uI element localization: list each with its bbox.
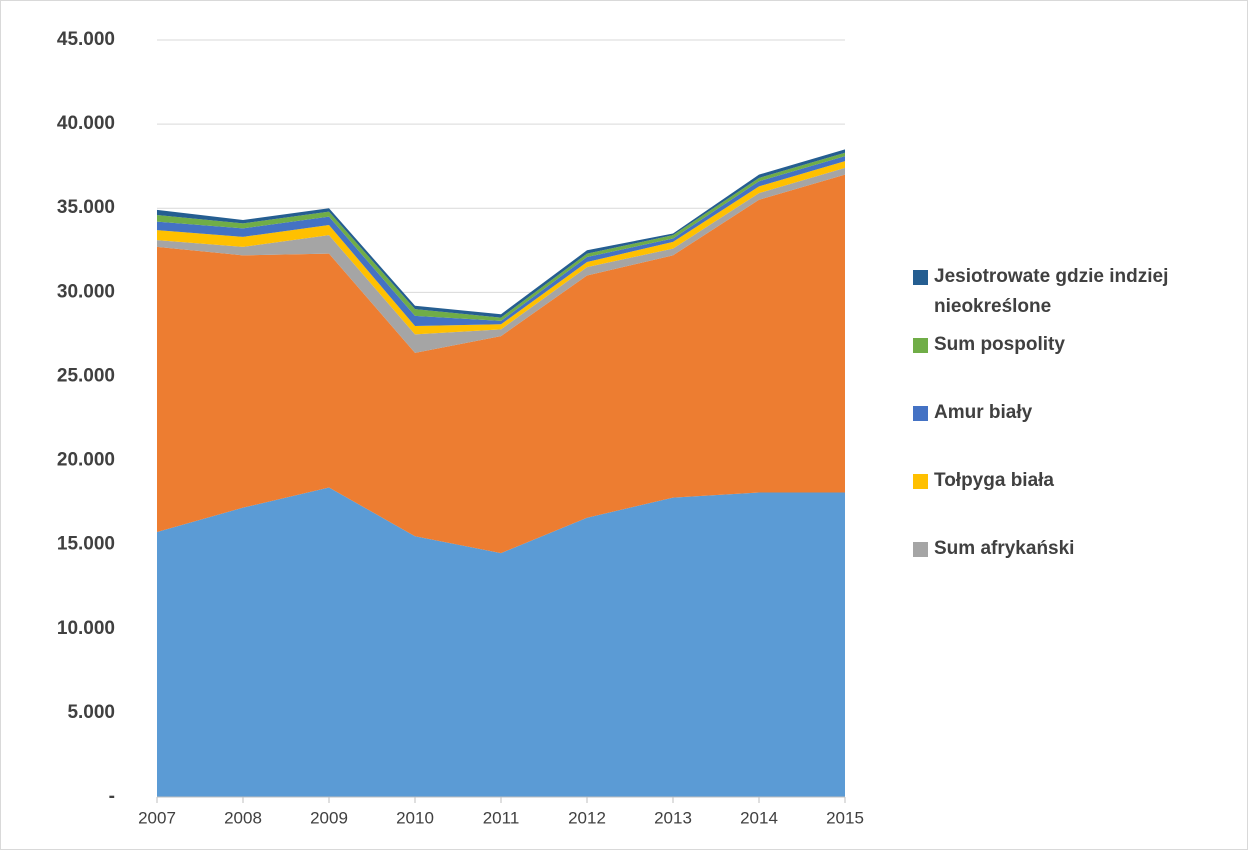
x-tick-label: 2014 xyxy=(740,808,778,827)
legend-entry: Sum pospolity xyxy=(913,330,1243,360)
legend-label: Sum pospolity xyxy=(934,334,1065,355)
legend-swatch xyxy=(913,406,928,421)
legend-swatch xyxy=(913,474,928,489)
legend-label: Sum afrykański xyxy=(934,538,1075,559)
y-tick-label: 5.000 xyxy=(67,702,115,723)
legend: Jesiotrowate gdzie indziej nieokreślone S… xyxy=(913,262,1243,602)
y-tick-label: 45.000 xyxy=(57,29,115,50)
y-tick-label: 30.000 xyxy=(57,281,115,302)
legend-swatch xyxy=(913,270,928,285)
x-tick-label: 2015 xyxy=(826,808,864,827)
area xyxy=(157,174,845,554)
y-tick-label: 25.000 xyxy=(57,365,115,386)
x-tick-label: 2013 xyxy=(654,808,692,827)
x-tick-label: 2007 xyxy=(138,808,176,827)
y-tick-label: 20.000 xyxy=(57,450,115,471)
legend-entry: Sum afrykański xyxy=(913,534,1243,564)
x-tick-label: 2011 xyxy=(483,808,520,827)
x-tick-label: 2012 xyxy=(568,808,606,827)
y-tick-label: - xyxy=(109,786,115,807)
x-tick-label: 2008 xyxy=(224,808,262,827)
y-tick-label: 40.000 xyxy=(57,113,115,134)
y-tick-label: 15.000 xyxy=(57,534,115,555)
area xyxy=(157,487,845,797)
legend-label: Amur biały xyxy=(934,402,1033,423)
legend-entry: Amur biały xyxy=(913,398,1243,428)
legend-label: Tołpyga biała xyxy=(934,470,1055,491)
x-tick-label: 2010 xyxy=(396,808,434,827)
legend-entry: Tołpyga biała xyxy=(913,466,1243,496)
legend-entry: Jesiotrowate gdzie indziej nieokreślone xyxy=(913,262,1243,322)
legend-label: Jesiotrowate gdzie indziej nieokreślone xyxy=(934,266,1169,317)
y-tick-label: 35.000 xyxy=(57,197,115,218)
legend-swatch xyxy=(913,542,928,557)
legend-swatch xyxy=(913,338,928,353)
y-tick-label: 10.000 xyxy=(57,618,115,639)
x-tick-label: 2009 xyxy=(310,808,348,827)
